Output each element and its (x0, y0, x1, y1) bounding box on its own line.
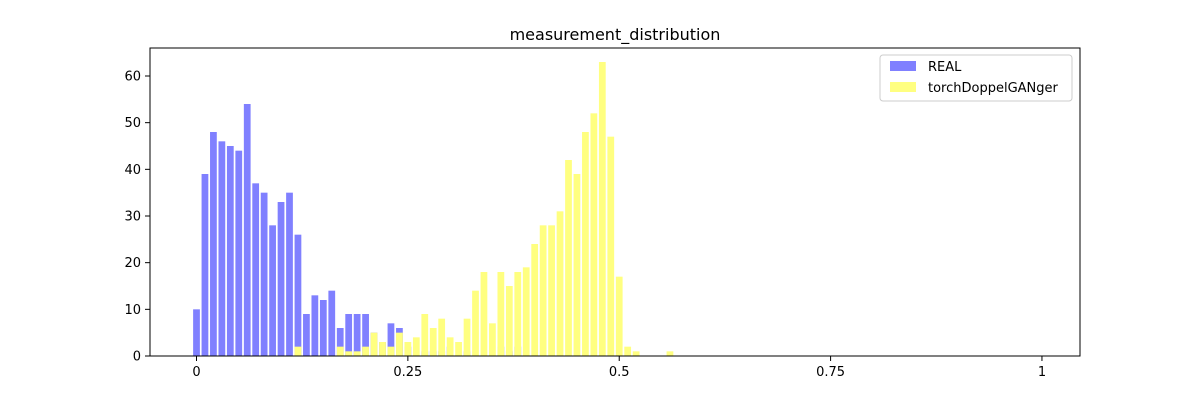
y-tick-label: 30 (124, 210, 141, 225)
bar-real (193, 309, 200, 356)
y-tick-label: 20 (124, 256, 141, 271)
legend-swatch-real (890, 61, 916, 71)
y-tick-label: 0 (133, 350, 141, 365)
bar-torchdoppelganger (455, 342, 462, 356)
bar-torchdoppelganger (514, 272, 522, 356)
bar-real (328, 290, 336, 356)
bar-real (286, 192, 293, 356)
bar-real (260, 192, 268, 356)
legend-label-torchdoppelganger: torchDoppelGANger (928, 81, 1059, 96)
bar-torchdoppelganger (548, 225, 555, 356)
bar-torchdoppelganger (565, 160, 572, 356)
y-axis: 0 10 20 30 40 50 60 (124, 70, 150, 365)
bar-real (336, 328, 344, 356)
bar-real (243, 104, 251, 356)
bar-real (362, 314, 369, 356)
bar-torchdoppelganger (607, 136, 615, 356)
x-tick-label: 0.75 (816, 365, 845, 380)
bar-torchdoppelganger (438, 318, 446, 356)
bar-torchdoppelganger (353, 351, 361, 356)
bar-real (252, 183, 260, 356)
torchdoppelganger-series-bars (294, 62, 674, 356)
bar-real (319, 300, 327, 356)
bar-torchdoppelganger (446, 337, 454, 356)
bar-torchdoppelganger (362, 346, 369, 356)
bar-torchdoppelganger (463, 318, 471, 356)
legend: REAL torchDoppelGANger (879, 54, 1073, 102)
bar-torchdoppelganger (598, 62, 606, 356)
bar-torchdoppelganger (489, 323, 496, 356)
legend-label-real: REAL (928, 60, 962, 75)
bar-real (201, 174, 209, 356)
bar-torchdoppelganger (336, 346, 344, 356)
bar-torchdoppelganger (539, 225, 547, 356)
bar-torchdoppelganger (379, 342, 386, 356)
bar-torchdoppelganger (429, 328, 437, 356)
bar-torchdoppelganger (632, 351, 640, 356)
bar-torchdoppelganger (615, 276, 623, 356)
bar-torchdoppelganger (666, 351, 674, 356)
x-tick-label: 0.25 (393, 365, 422, 380)
bar-torchdoppelganger (505, 286, 513, 356)
bar-real (294, 234, 302, 356)
bar-torchdoppelganger (370, 332, 378, 356)
bar-real (387, 323, 395, 356)
bar-torchdoppelganger (294, 346, 302, 356)
bar-real (210, 132, 217, 356)
y-tick-label: 40 (124, 163, 141, 178)
bar-torchdoppelganger (396, 332, 403, 356)
plot-frame (149, 47, 1081, 357)
y-tick-label: 10 (124, 303, 141, 318)
bar-real (303, 314, 310, 356)
y-tick-label: 50 (124, 116, 141, 131)
legend-box (879, 54, 1073, 102)
bar-torchdoppelganger (421, 314, 429, 356)
chart-title: measurement_distribution (510, 25, 721, 45)
bar-real (277, 202, 285, 356)
bar-real (235, 150, 243, 356)
real-series-bars (193, 104, 522, 356)
bar-torchdoppelganger (522, 267, 530, 356)
bar-real (269, 225, 276, 356)
bar-torchdoppelganger (404, 342, 412, 356)
x-tick-label: 0 (192, 365, 200, 380)
bar-torchdoppelganger (556, 211, 564, 356)
bar-real (218, 141, 226, 356)
x-tick-label: 0.5 (609, 365, 630, 380)
x-axis: 0 0.25 0.5 0.75 1 (192, 356, 1046, 380)
bar-torchdoppelganger (624, 346, 632, 356)
bar-torchdoppelganger (573, 174, 581, 356)
bar-torchdoppelganger (472, 290, 479, 356)
bar-real (345, 314, 353, 356)
bar-torchdoppelganger (590, 113, 598, 356)
bar-torchdoppelganger (480, 272, 488, 356)
bar-torchdoppelganger (497, 272, 505, 356)
bar-torchdoppelganger (345, 351, 353, 356)
bar-torchdoppelganger (412, 337, 420, 356)
bar-real (311, 295, 319, 356)
bar-torchdoppelganger (387, 346, 395, 356)
bar-real (353, 314, 361, 356)
x-tick-label: 1 (1038, 365, 1046, 380)
bar-real (226, 146, 234, 356)
bar-torchdoppelganger (582, 132, 589, 356)
y-tick-label: 60 (124, 70, 141, 85)
bar-torchdoppelganger (531, 244, 539, 356)
legend-swatch-torchdoppelganger (890, 82, 916, 92)
